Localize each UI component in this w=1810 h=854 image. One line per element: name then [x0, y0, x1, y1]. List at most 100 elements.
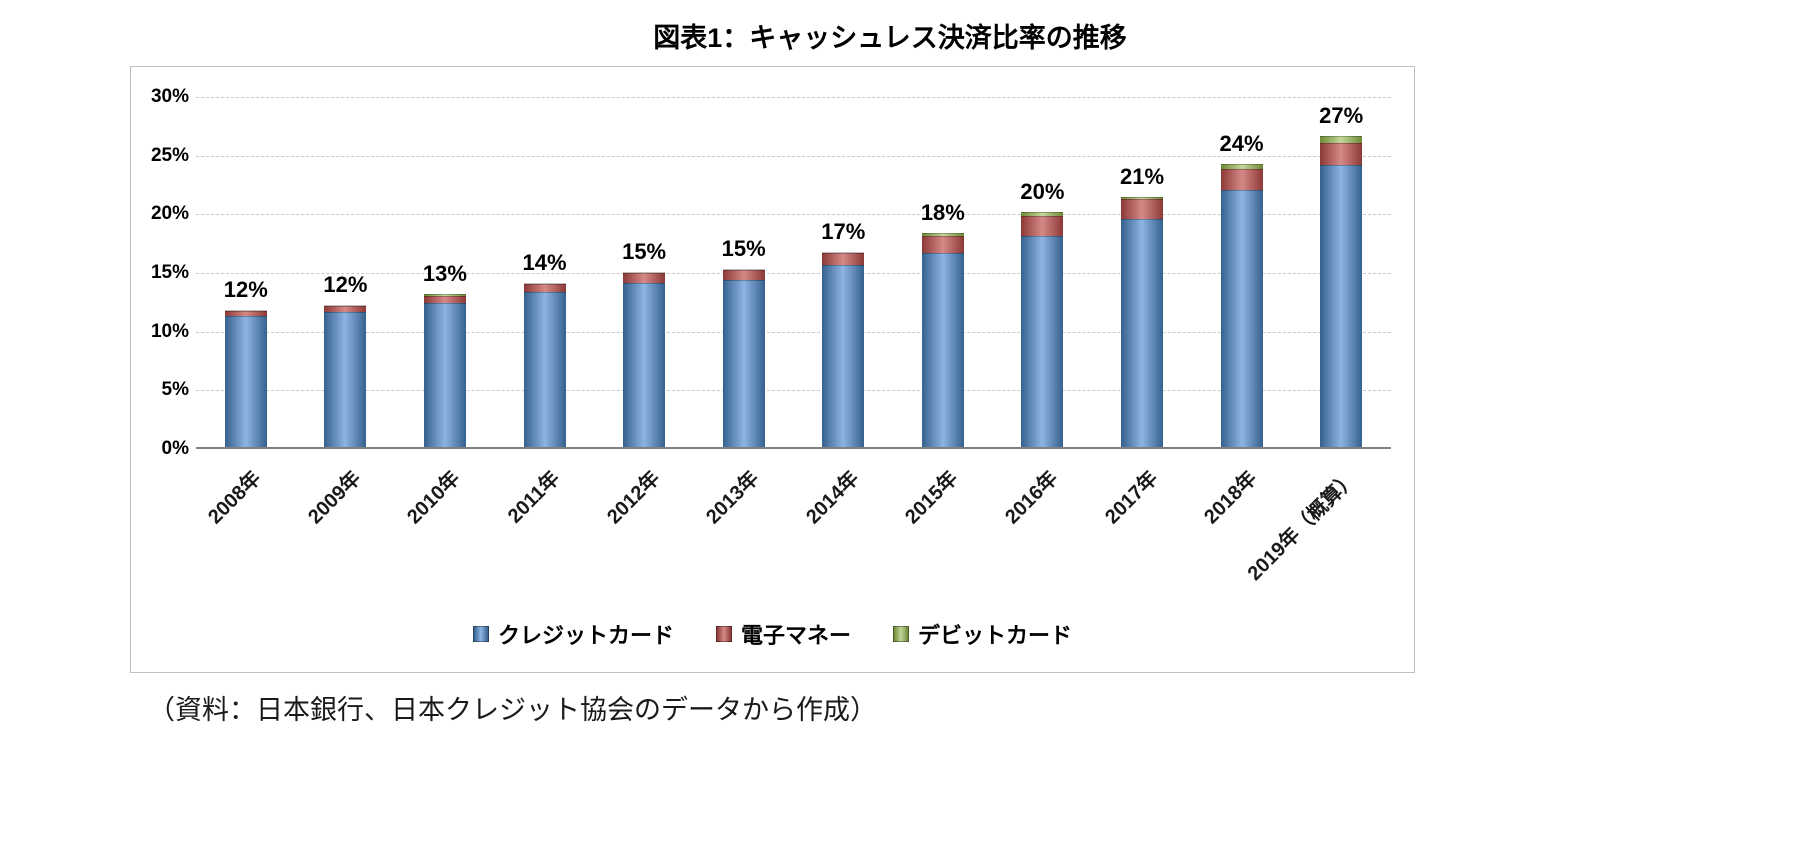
- bar-stack: [1320, 136, 1363, 447]
- bar-stack: [523, 282, 566, 447]
- legend-label: クレジットカード: [497, 623, 674, 648]
- segment-デビットカード: [423, 294, 466, 296]
- x-tick-label: 2008年: [204, 467, 266, 529]
- x-label-cell: 2010年: [395, 451, 495, 601]
- segment-デビットカード: [623, 272, 666, 274]
- gridline-5: [196, 390, 1391, 392]
- bar-2013年: 15%: [694, 97, 794, 447]
- segment-デビットカード: [921, 233, 964, 236]
- x-label-cell: 2013年: [694, 451, 794, 601]
- segment-電子マネー: [1320, 143, 1363, 166]
- bar-stack: [1120, 197, 1163, 447]
- segment-クレジットカード: [1120, 219, 1163, 447]
- segment-デビットカード: [324, 305, 367, 307]
- segment-デビットカード: [523, 282, 566, 284]
- bar-stack: [722, 268, 765, 447]
- bar-2016年: 20%: [993, 97, 1093, 447]
- segment-クレジットカード: [722, 280, 765, 447]
- gridline-30: [196, 97, 1391, 98]
- gridline-25: [196, 155, 1391, 157]
- x-label-cell: 2016年: [993, 451, 1093, 601]
- x-tick-label: 2011年: [503, 467, 565, 528]
- bar-2014年: 17%: [793, 97, 893, 447]
- x-tick-label: 2018年: [1200, 467, 1262, 529]
- legend-item-デビットカード: デビットカード: [893, 618, 1072, 650]
- bar-stack: [1021, 212, 1064, 447]
- x-tick-label: 2014年: [801, 467, 864, 529]
- plot-area: 12% 12% 13% 14% 15% 15% 17% 18% 20% 21% 24% 27%: [196, 97, 1391, 449]
- segment-電子マネー: [1220, 168, 1263, 191]
- segment-デビットカード: [1320, 136, 1363, 144]
- chart-title: 図表1：キャッシュレス決済比率の推移: [653, 23, 1127, 53]
- y-tick-label: 15%: [150, 262, 189, 283]
- x-tick-label: 2017年: [1100, 467, 1162, 529]
- segment-電子マネー: [1120, 199, 1163, 220]
- segment-電子マネー: [623, 273, 666, 283]
- source-note: （資料：日本銀行、日本クレジット協会のデータから作成）: [148, 695, 877, 725]
- gridline-15: [196, 273, 1391, 274]
- bar-2011年: 14%: [495, 97, 595, 447]
- x-tick-label: 2009年: [304, 467, 366, 529]
- legend-swatch-icon: [715, 626, 732, 642]
- bar-2017年: 21%: [1092, 97, 1192, 447]
- bar-stack: [921, 233, 964, 447]
- segment-デビットカード: [822, 252, 865, 254]
- gridline-10: [196, 331, 1391, 333]
- bar-value-label: 15%: [721, 235, 766, 261]
- bars-area: 12% 12% 13% 14% 15% 15% 17% 18% 20% 21% 24% 27%: [196, 97, 1391, 447]
- bar-value-label: 14%: [522, 249, 567, 275]
- legend-swatch-icon: [893, 626, 909, 642]
- segment-電子マネー: [324, 306, 367, 313]
- x-label-cell: 2018年: [1192, 451, 1292, 601]
- bar-2012年: 15%: [594, 97, 694, 447]
- bar-stack: [1220, 164, 1263, 447]
- bar-2008年: 12%: [196, 97, 296, 447]
- x-label-cell: 2012年: [594, 451, 694, 601]
- bar-stack: [224, 309, 267, 447]
- x-label-cell: 2008年: [196, 451, 296, 601]
- x-tick-label: 2010年: [403, 467, 465, 529]
- bar-value-label: 12%: [323, 272, 368, 298]
- segment-クレジットカード: [1320, 165, 1363, 447]
- y-tick-label: 20%: [150, 203, 189, 225]
- segment-電子マネー: [921, 235, 964, 254]
- segment-電子マネー: [722, 269, 765, 281]
- bar-2018年: 24%: [1192, 97, 1292, 447]
- bar-value-label: 17%: [821, 219, 866, 245]
- bar-value-label: 27%: [1319, 103, 1364, 129]
- bar-2009年: 12%: [296, 97, 396, 447]
- bar-stack: [423, 294, 466, 447]
- legend-label: デビットカード: [918, 623, 1073, 648]
- segment-クレジットカード: [324, 312, 367, 447]
- bar-value-label: 18%: [920, 200, 965, 226]
- y-tick-label: 10%: [150, 320, 189, 342]
- segment-クレジットカード: [224, 315, 267, 447]
- x-label-cell: 2015年: [893, 451, 993, 601]
- legend-label: 電子マネー: [740, 623, 851, 648]
- segment-クレジットカード: [921, 253, 964, 447]
- x-tick-label: 2013年: [702, 467, 764, 529]
- bar-value-label: 24%: [1219, 131, 1264, 157]
- segment-デビットカード: [722, 268, 765, 270]
- bar-value-label: 12%: [223, 276, 268, 302]
- segment-電子マネー: [224, 310, 267, 316]
- bar-2019年（概算）: 27%: [1291, 97, 1391, 447]
- bar-value-label: 20%: [1020, 179, 1065, 205]
- x-tick-label: 2015年: [901, 467, 963, 529]
- x-label-cell: 2009年: [296, 451, 396, 601]
- segment-電子マネー: [1021, 215, 1064, 236]
- bar-value-label: 13%: [422, 261, 467, 287]
- bar-2015年: 18%: [893, 97, 993, 447]
- segment-電子マネー: [523, 283, 566, 293]
- segment-電子マネー: [423, 295, 466, 303]
- segment-デビットカード: [1220, 164, 1263, 169]
- segment-クレジットカード: [1220, 190, 1263, 447]
- chart-container: 30% 25% 20% 15% 10% 5% 0% 12% 12% 13% 14% 15% 15% 17…: [130, 66, 1415, 673]
- legend-item-電子マネー: 電子マネー: [715, 618, 851, 650]
- segment-クレジットカード: [1021, 235, 1064, 447]
- segment-クレジットカード: [623, 282, 666, 447]
- bar-value-label: 21%: [1119, 164, 1165, 190]
- segment-電子マネー: [822, 253, 865, 266]
- segment-クレジットカード: [822, 265, 865, 447]
- segment-デビットカード: [1120, 197, 1163, 200]
